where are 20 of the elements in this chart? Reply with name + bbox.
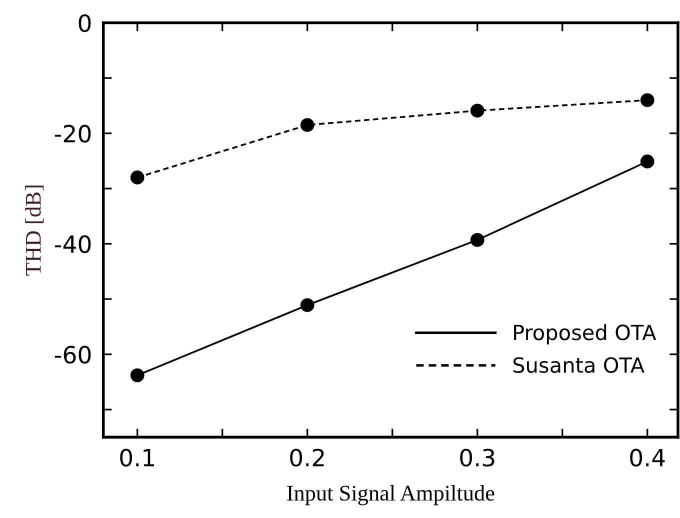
legend-label: Proposed OTA: [514, 324, 656, 344]
point: [130, 170, 144, 184]
x-tick-label: 0.4: [630, 448, 665, 467]
point: [640, 93, 654, 108]
y-tick-label: 0: [78, 14, 91, 32]
x-tick-label: 0.3: [460, 448, 494, 467]
legend-label: Susanta OTA: [513, 357, 644, 373]
y-axis-title: THD [dB]: [25, 186, 44, 276]
x-axis-title: Input Signal Ampiltude: [287, 485, 494, 506]
y-tick-label: -60: [54, 346, 91, 364]
point: [300, 118, 314, 132]
point: [130, 368, 144, 382]
y-tick-label: -40: [54, 235, 91, 254]
point: [470, 104, 484, 118]
point: [640, 154, 654, 168]
point: [300, 298, 314, 312]
point: [470, 232, 484, 247]
y-tick-label: -20: [54, 124, 91, 143]
x-tick-label: 0.1: [120, 448, 154, 467]
x-tick-label: 0.2: [290, 448, 324, 467]
